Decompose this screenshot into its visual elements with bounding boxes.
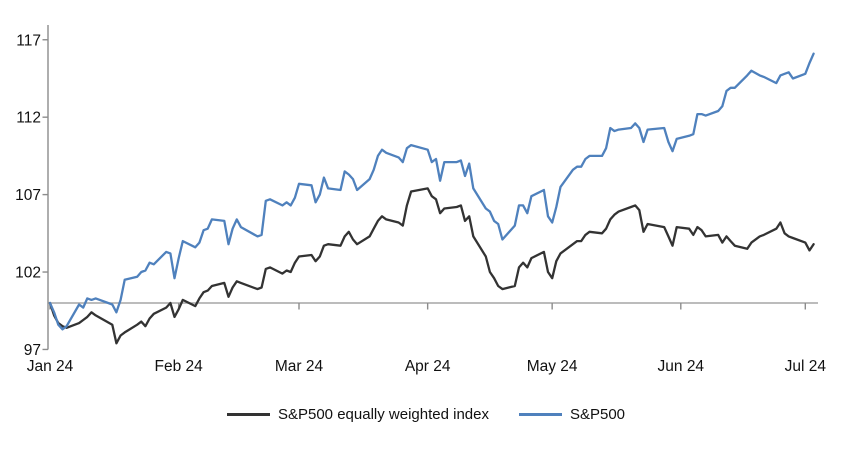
sp500-series-line	[48, 52, 815, 331]
legend-label-equal-weight: S&P500 equally weighted index	[277, 406, 489, 423]
y-tick-label: 97	[24, 342, 41, 359]
legend-item-sp500: S&P500	[518, 406, 626, 423]
legend-label-sp500: S&P500	[569, 406, 626, 423]
legend-item-equal-weight: S&P500 equally weighted index	[226, 406, 489, 423]
x-tick-label: Jan 24	[27, 358, 74, 375]
y-tick-label: 117	[16, 32, 41, 49]
chart-legend: S&P500 equally weighted index S&P500	[0, 406, 852, 423]
y-tick-label: 112	[16, 110, 41, 127]
equal-weight-series-line	[48, 187, 815, 345]
x-tick-label: Apr 24	[405, 358, 451, 375]
x-tick-label: Feb 24	[155, 358, 204, 375]
x-tick-label: Jun 24	[658, 358, 705, 375]
equal-weight-line-swatch	[226, 413, 270, 416]
x-tick-label: May 24	[527, 358, 578, 375]
y-tick-label: 107	[15, 187, 41, 204]
x-tick-label: Mar 24	[275, 358, 324, 375]
x-tick-label: Jul 24	[785, 358, 827, 375]
sp500-line-swatch	[518, 413, 562, 416]
y-tick-label: 102	[15, 265, 41, 282]
price-chart: Jan 24 Feb 24 Mar 24 Apr 24 May 24 Jun 24 Jul …	[15, 25, 827, 375]
